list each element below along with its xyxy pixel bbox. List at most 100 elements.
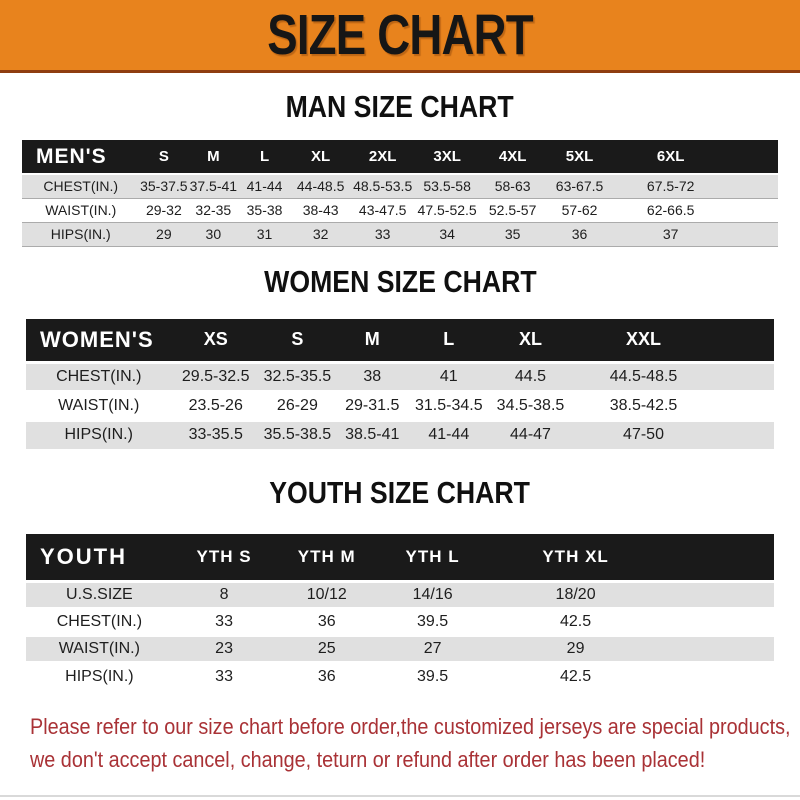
cell: 41 [439, 367, 458, 385]
cell: 27 [423, 640, 442, 657]
section-heading-men: MAN SIZE CHART [0, 89, 800, 125]
cell: 32-35 [195, 202, 232, 218]
cell: 32.5-35.5 [263, 367, 332, 385]
cell: 39.5 [417, 613, 449, 630]
cell: 67.5-72 [646, 178, 695, 195]
cell: 36 [317, 667, 336, 685]
cell: 36 [317, 613, 336, 630]
table-head-men: MEN'S S M L XL 2XL 3XL 4XL 5XL 6XL [22, 140, 778, 174]
column-header: XL [290, 140, 351, 174]
column-header: XS [171, 318, 260, 362]
column-header: L [238, 140, 291, 174]
cell: 23.5-26 [188, 396, 243, 414]
cell: 33-35.5 [188, 426, 243, 444]
cell: 30 [205, 226, 222, 242]
size-chart-section-youth: YOUTH SIZE CHART YOUTH YTH S YTH M YTH L YTH … [0, 475, 800, 690]
bottom-edge-line [0, 795, 800, 797]
table-row: HIPS(IN.) 29 30 31 32 33 34 35 36 37 [22, 222, 778, 246]
cell: 57-62 [561, 202, 598, 218]
cell: 62-66.5 [646, 202, 695, 218]
banner-title: SIZE CHART [267, 2, 533, 67]
table-body-women: CHEST(IN.) 29.5-32.5 32.5-35.5 38 41 44.5 44.5… [26, 362, 774, 449]
size-table-men: MEN'S S M L XL 2XL 3XL 4XL 5XL 6XL CHEST(IN.) 35-37… [22, 140, 778, 247]
column-header: S [259, 318, 335, 362]
cell: 38.5-41 [345, 426, 400, 444]
cell: 32 [312, 226, 329, 242]
cell: 29 [566, 640, 585, 657]
table-row: WAIST(IN.) 23.5-26 26-29 29-31.5 31.5-34.5 34… [26, 391, 774, 420]
column-header: XL [487, 318, 574, 362]
cell: 23 [215, 640, 233, 657]
cell: 42.5 [560, 613, 592, 630]
cell: 36 [571, 226, 588, 242]
cell: 47.5-52.5 [417, 202, 477, 218]
size-charts: MAN SIZE CHART MEN'S S M L XL 2XL 3XL 4XL 5XL 6XL C… [0, 89, 800, 690]
cell: 29-31.5 [345, 396, 400, 414]
header-row: WOMEN'S XS S M L XL XXL [26, 318, 774, 362]
cell: 39.5 [417, 667, 449, 685]
row-label: HIPS(IN.) [50, 226, 111, 242]
table-corner-label: MEN'S [22, 140, 140, 174]
cell: 44-47 [510, 426, 551, 444]
cell: 29 [156, 226, 172, 242]
cell: 33 [374, 226, 391, 242]
table-head-youth: YOUTH YTH S YTH M YTH L YTH XL [26, 534, 774, 582]
cell: 35-37.5 [140, 178, 188, 195]
section-heading-youth: YOUTH SIZE CHART [0, 475, 800, 511]
cell: 26-29 [276, 396, 318, 414]
row-label: CHEST(IN.) [56, 367, 142, 385]
cell: 53.5-58 [423, 178, 471, 195]
column-header: 4XL [479, 140, 546, 174]
table-head-women: WOMEN'S XS S M L XL XXL [26, 318, 774, 362]
column-header: M [334, 318, 410, 362]
cell: 34 [439, 226, 455, 242]
cell: 18/20 [555, 586, 596, 603]
cell: 38-43 [302, 202, 339, 218]
table-body-youth: U.S.SIZE 8 10/12 14/16 18/20 CHEST(IN.) 33 36 39… [26, 581, 774, 690]
column-header: YTH M [275, 534, 379, 582]
cell: 41-44 [246, 178, 283, 195]
table-row: HIPS(IN.) 33 36 39.5 42.5 [26, 662, 774, 690]
cell: 42.5 [560, 667, 592, 685]
row-label: CHEST(IN.) [43, 178, 119, 195]
cell: 35.5-38.5 [263, 426, 332, 444]
section-heading-women: WOMEN SIZE CHART [0, 264, 800, 300]
size-table-youth: YOUTH YTH S YTH M YTH L YTH XL U.S.SIZE 8 10/12… [26, 534, 774, 690]
table-row: HIPS(IN.) 33-35.5 35.5-38.5 38.5-41 41-44 44-… [26, 420, 774, 449]
row-label: WAIST(IN.) [45, 202, 117, 218]
header-row: YOUTH YTH S YTH M YTH L YTH XL [26, 534, 774, 582]
row-label: CHEST(IN.) [56, 613, 143, 630]
section-heading-text: MAN SIZE CHART [285, 89, 515, 124]
column-header: 6XL [613, 140, 778, 174]
cell: 37.5-41 [189, 178, 238, 195]
row-label: WAIST(IN.) [58, 396, 140, 414]
table-body-men: CHEST(IN.) 35-37.5 37.5-41 41-44 44-48.5 48.5… [22, 174, 778, 246]
table-row: U.S.SIZE 8 10/12 14/16 18/20 [26, 581, 774, 609]
cell: 38 [363, 367, 382, 385]
column-header: M [188, 140, 239, 174]
cell: 31 [256, 226, 273, 242]
section-heading-text: YOUTH SIZE CHART [269, 475, 531, 510]
size-chart-banner: SIZE CHART [0, 0, 800, 73]
cell: 58-63 [494, 178, 531, 195]
cell: 25 [317, 640, 336, 657]
cell: 33 [215, 667, 233, 685]
header-row: MEN'S S M L XL 2XL 3XL 4XL 5XL 6XL [22, 140, 778, 174]
cell: 52.5-57 [488, 202, 537, 218]
cell: 37 [662, 226, 679, 242]
cell: 48.5-53.5 [353, 178, 413, 195]
column-header: XXL [573, 318, 774, 362]
column-header: S [139, 140, 189, 174]
table-corner-label: WOMEN'S [26, 318, 172, 362]
size-chart-section-men: MAN SIZE CHART MEN'S S M L XL 2XL 3XL 4XL 5XL 6XL C… [0, 89, 800, 247]
cell: 41-44 [428, 426, 470, 444]
cell: 29.5-32.5 [181, 367, 250, 385]
cell: 43-47.5 [358, 202, 407, 218]
cell: 38.5-42.5 [609, 396, 678, 414]
table-row: CHEST(IN.) 35-37.5 37.5-41 41-44 44-48.5 48.5… [22, 174, 778, 198]
disclaimer-note: Please refer to our size chart before or… [30, 712, 800, 778]
column-header: YTH S [172, 534, 276, 582]
section-heading-text: WOMEN SIZE CHART [263, 263, 537, 299]
row-label: WAIST(IN.) [58, 640, 140, 657]
table-row: CHEST(IN.) 33 36 39.5 42.5 [26, 608, 774, 636]
